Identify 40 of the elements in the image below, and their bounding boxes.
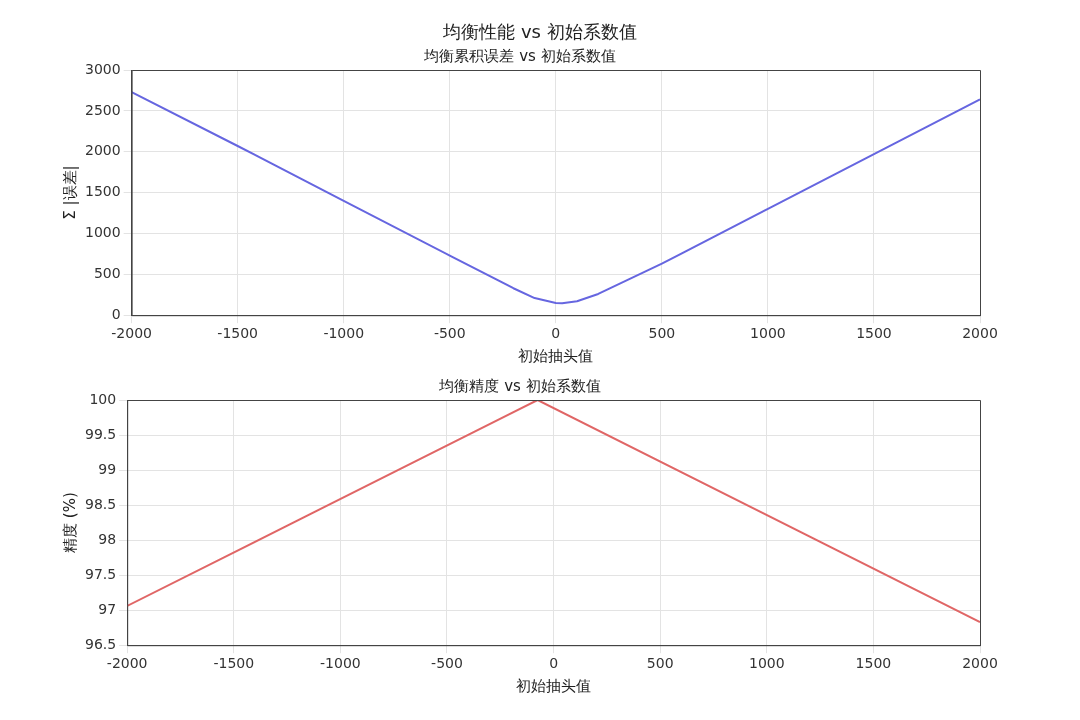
- text: 均衡性能 vs 初始系数值: [442, 20, 638, 44]
- y-tick-label: 2000: [84, 142, 121, 159]
- chart-title: 均衡累积误差 vs 初始系数值: [423, 46, 616, 65]
- y-tick-label: 2500: [84, 101, 121, 118]
- x-tick-label: -1500: [217, 325, 259, 342]
- y-axis-title: Σ |误差|: [60, 165, 79, 220]
- x-tick-label: -1000: [323, 325, 365, 342]
- x-tick-label: 1500: [855, 655, 892, 672]
- y-tick-label: 1500: [84, 183, 121, 200]
- x-tick-label: -2000: [111, 325, 152, 342]
- x-tick-label: 1000: [748, 655, 785, 672]
- x-tick-label: -500: [431, 655, 463, 672]
- y-tick-label: 100: [89, 390, 117, 407]
- x-axis-title: 初始抽头值: [518, 346, 594, 365]
- x-tick-label: 0: [549, 655, 559, 672]
- x-tick-label: -1000: [320, 655, 361, 672]
- x-tick-label: 500: [646, 655, 674, 672]
- x-axis-title: 初始抽头值: [516, 676, 592, 695]
- y-tick-label: 98.5: [85, 495, 117, 512]
- chart-title: 均衡精度 vs 初始系数值: [438, 376, 601, 395]
- y-axis-title: 精度 (%): [60, 492, 79, 553]
- y-tick-label: 96.5: [85, 635, 117, 652]
- y-tick-label: 98: [98, 530, 117, 547]
- x-tick-label: 1500: [856, 325, 892, 342]
- y-tick-label: 3000: [84, 60, 121, 77]
- x-tick-label: 1000: [750, 325, 786, 342]
- y-tick-label: 97: [98, 600, 117, 617]
- x-tick-label: 500: [648, 325, 676, 342]
- x-tick-label: -1500: [213, 655, 255, 672]
- y-tick-label: 1000: [84, 224, 121, 241]
- y-tick-label: 99.5: [85, 425, 117, 442]
- y-tick-label: 0: [111, 305, 121, 322]
- y-tick-label: 97.5: [85, 565, 117, 582]
- x-tick-label: -500: [433, 325, 466, 342]
- x-tick-label: 2000: [962, 655, 998, 672]
- y-tick-label: 99: [98, 460, 117, 477]
- x-tick-label: -2000: [106, 655, 148, 672]
- y-tick-label: 500: [93, 264, 121, 281]
- x-tick-label: 0: [551, 325, 561, 342]
- x-tick-label: 2000: [962, 325, 998, 342]
